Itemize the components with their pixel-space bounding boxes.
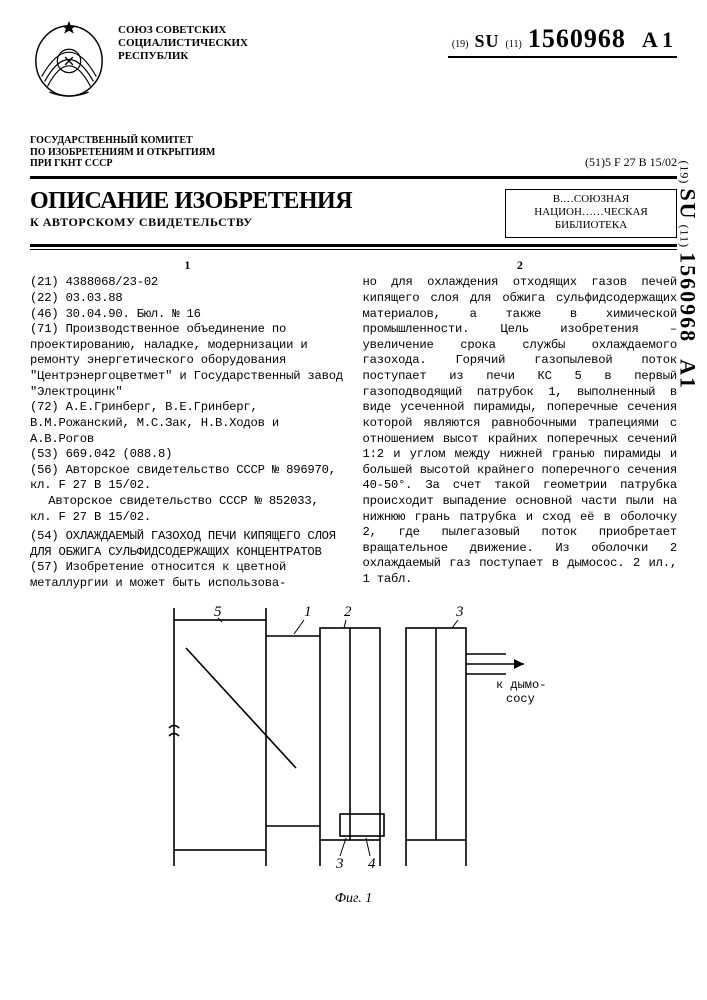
header-row: СОЮЗ СОВЕТСКИХ СОЦИАЛИСТИЧЕСКИХ РЕСПУБЛИ… (30, 18, 677, 105)
body-columns: 1 (21) 4388068/23-02 (22) 03.03.88 (46) … (30, 258, 677, 592)
divider-heavy (30, 244, 677, 247)
field-54-title: (54) ОХЛАЖДАЕМЫЙ ГАЗОХОД ПЕЧИ КИПЯЩЕГО С… (30, 529, 345, 560)
document-title: ОПИСАНИЕ ИЗОБРЕТЕНИЯ (30, 189, 491, 213)
svg-text:сосу: сосу (506, 692, 535, 706)
column-1: 1 (21) 4388068/23-02 (22) 03.03.88 (46) … (30, 258, 345, 592)
svg-text:к дымо-: к дымо- (496, 678, 546, 692)
spine-publication-label: (19) SU (11) 1560968 A1 (675, 160, 701, 390)
column-2: 2 но для охлаждения отходящих газов пече… (363, 258, 678, 592)
state-emblem (30, 18, 108, 105)
stamp-line: БИБЛИОТЕКА (516, 219, 666, 232)
committee-line: ГОСУДАРСТВЕННЫЙ КОМИТЕТ (30, 135, 215, 147)
field-21: (21) 4388068/23-02 (30, 275, 345, 291)
committee-line: ПРИ ГКНТ СССР (30, 158, 215, 170)
column-number: 1 (30, 258, 345, 273)
field-53: (53) 669.042 (088.8) (30, 447, 345, 463)
field-56: (56) Авторское свидетельство СССР № 8969… (30, 463, 345, 494)
svg-text:4: 4 (368, 856, 376, 872)
svg-text:5: 5 (214, 604, 222, 620)
svg-text:3: 3 (455, 604, 464, 620)
spine-cc: SU (676, 188, 701, 220)
field-72: (72) А.Е.Гринберг, В.Е.Гринберг, В.М.Рож… (30, 400, 345, 447)
figure-svg: 1 2 3 3 4 5 к дымо- сосу (144, 598, 564, 888)
divider-thin (30, 249, 677, 250)
org-line: СОЮЗ СОВЕТСКИХ (118, 24, 288, 37)
title-row: ОПИСАНИЕ ИЗОБРЕТЕНИЯ К АВТОРСКОМУ СВИДЕТ… (30, 189, 677, 239)
country-code: SU (475, 31, 500, 52)
abstract-continued: но для охлаждения отходящих газов печей … (363, 275, 678, 587)
svg-text:2: 2 (344, 604, 352, 620)
field-22: (22) 03.03.88 (30, 291, 345, 307)
inid-19: (19) (452, 39, 469, 50)
publication-number-block: (19) SU (11) 1560968 A 1 (298, 18, 677, 58)
committee-line: ПО ИЗОБРЕТЕНИЯМ И ОТКРЫТИЯМ (30, 147, 215, 159)
field-71: (71) Производственное объединение по про… (30, 322, 345, 400)
column-number: 2 (363, 258, 678, 273)
org-line: СОЦИАЛИСТИЧЕСКИХ (118, 37, 288, 50)
org-name: СОЮЗ СОВЕТСКИХ СОЦИАЛИСТИЧЕСКИХ РЕСПУБЛИ… (118, 18, 288, 64)
field-46: (46) 30.04.90. Бюл. № 16 (30, 307, 345, 323)
svg-text:3: 3 (335, 856, 344, 872)
ipc-classification: (51)5 F 27 B 15/02 (585, 155, 677, 170)
inid-11: (11) (506, 39, 522, 50)
spine-number: 1560968 (676, 252, 701, 343)
committee-block: ГОСУДАРСТВЕННЫЙ КОМИТЕТ ПО ИЗОБРЕТЕНИЯМ … (30, 135, 215, 170)
patent-page: СОЮЗ СОВЕТСКИХ СОЦИАЛИСТИЧЕСКИХ РЕСПУБЛИ… (0, 0, 707, 1000)
figure-1: 1 2 3 3 4 5 к дымо- сосу Фиг. 1 (30, 598, 677, 907)
spine-kind: A1 (676, 359, 701, 390)
field-56: Авторское свидетельство СССР № 852033, к… (30, 494, 345, 525)
publication-number: 1560968 (528, 24, 626, 54)
stamp-line: НАЦИОН……ЧЕСКАЯ (516, 206, 666, 219)
kind-code: A 1 (642, 27, 673, 53)
svg-text:1: 1 (304, 604, 312, 620)
stamp-line: В.…СОЮЗНАЯ (516, 193, 666, 206)
divider-heavy (30, 176, 677, 179)
spine-11: (11) (678, 225, 692, 249)
field-57-abstract: (57) Изобретение относится к цветной мет… (30, 560, 345, 591)
document-subtitle: К АВТОРСКОМУ СВИДЕТЕЛЬСТВУ (30, 215, 491, 230)
library-stamp: В.…СОЮЗНАЯ НАЦИОН……ЧЕСКАЯ БИБЛИОТЕКА (505, 189, 677, 239)
figure-caption: Фиг. 1 (30, 891, 677, 907)
spine-19: (19) (678, 160, 692, 184)
org-line: РЕСПУБЛИК (118, 50, 288, 63)
